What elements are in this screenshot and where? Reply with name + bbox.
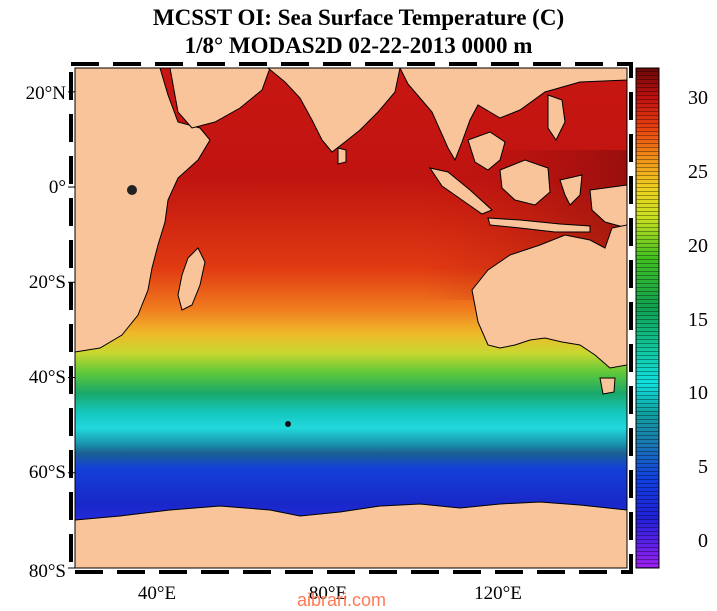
lon-label-80e: 80°E — [309, 583, 347, 604]
arabia-landmass — [169, 68, 271, 129]
lat-label-20s: 20°S — [29, 272, 66, 293]
lat-label-0: 0° — [49, 177, 66, 198]
colorbar-label-5: 5 — [698, 456, 708, 478]
latitude-axis: 20°N 0° 20°S 40°S 60°S 80°S — [26, 83, 75, 582]
map-subtitle: 1/8° MODAS2D 02-22-2013 0000 m — [184, 33, 533, 58]
india-landmass — [267, 68, 401, 153]
watermark: aibrari.com — [297, 590, 387, 610]
borneo-landmass — [499, 159, 551, 206]
australia-landmass — [471, 224, 627, 369]
antarctica-landmass — [75, 501, 627, 568]
java-landmass — [487, 217, 591, 233]
lake-victoria — [127, 185, 137, 195]
sri-lanka-landmass — [337, 147, 347, 165]
lon-label-40e: 40°E — [138, 583, 176, 604]
lat-label-80s: 80°S — [29, 561, 66, 582]
africa-landmass — [75, 68, 211, 353]
tasmania-landmass — [599, 377, 616, 395]
colorbar-label-30: 30 — [688, 87, 708, 109]
colorbar: 30 25 20 15 10 5 0 — [635, 67, 708, 569]
map-frame — [74, 67, 628, 569]
island-marker — [285, 421, 291, 427]
map-border-dashed — [69, 62, 633, 574]
longitude-axis: 40°E 80°E 120°E — [138, 583, 522, 604]
colorbar-label-15: 15 — [688, 309, 708, 331]
new-guinea-landmass — [559, 174, 627, 229]
indochina-landmass — [467, 131, 506, 171]
madagascar-landmass — [177, 247, 206, 311]
map-title: MCSST OI: Sea Surface Temperature (C) — [152, 5, 565, 30]
sumatra-landmass — [428, 167, 493, 215]
colorbar-label-0: 0 — [698, 530, 708, 552]
lat-label-40s: 40°S — [29, 367, 66, 388]
lat-label-20n: 20°N — [26, 83, 67, 104]
colorbar-frame — [635, 67, 660, 569]
colorbar-bands — [636, 68, 659, 568]
lat-label-60s: 60°S — [29, 462, 66, 483]
colorbar-label-10: 10 — [688, 382, 708, 404]
colorbar-label-25: 25 — [688, 161, 708, 183]
colorbar-label-20: 20 — [688, 235, 708, 257]
map-area — [75, 68, 627, 568]
southeast-asia-landmass — [399, 68, 627, 162]
lon-label-120e: 120°E — [474, 583, 522, 604]
philippines-landmass — [547, 94, 566, 141]
